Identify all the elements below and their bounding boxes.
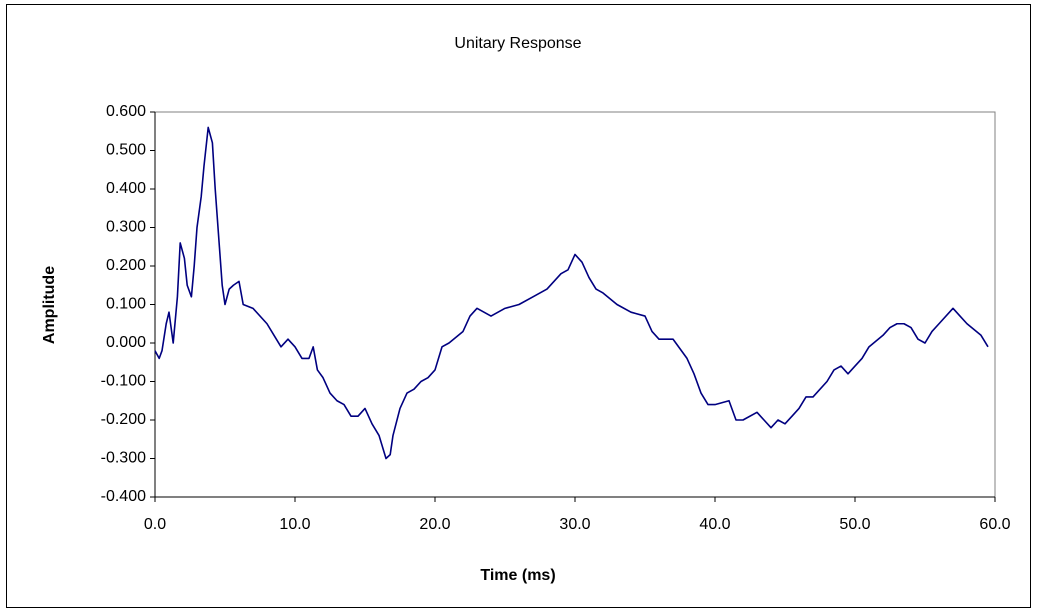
x-tick-label: 0.0 bbox=[144, 516, 166, 533]
x-tick-label: 60.0 bbox=[979, 516, 1010, 533]
y-tick-label: -0.300 bbox=[101, 450, 146, 467]
x-tick-label: 40.0 bbox=[699, 516, 730, 533]
x-tick-label: 10.0 bbox=[279, 516, 310, 533]
chart-title: Unitary Response bbox=[454, 35, 581, 52]
y-tick-label: -0.200 bbox=[101, 411, 146, 428]
y-tick-label: 0.400 bbox=[106, 180, 146, 197]
y-tick-label: 0.300 bbox=[106, 219, 146, 236]
data-line bbox=[154, 126, 989, 460]
y-tick-label: 0.500 bbox=[106, 142, 146, 159]
y-tick-label: -0.100 bbox=[101, 373, 146, 390]
y-tick-label: 0.200 bbox=[106, 257, 146, 274]
x-tick-label: 50.0 bbox=[839, 516, 870, 533]
y-tick-label: -0.400 bbox=[101, 488, 146, 505]
y-tick-label: 0.600 bbox=[106, 103, 146, 120]
x-axis-title: Time (ms) bbox=[480, 567, 555, 584]
y-axis-title: Amplitude bbox=[41, 266, 58, 344]
x-tick-label: 30.0 bbox=[559, 516, 590, 533]
y-tick-label: 0.100 bbox=[106, 296, 146, 313]
x-tick-label: 20.0 bbox=[419, 516, 450, 533]
y-tick-label: 0.000 bbox=[106, 334, 146, 351]
